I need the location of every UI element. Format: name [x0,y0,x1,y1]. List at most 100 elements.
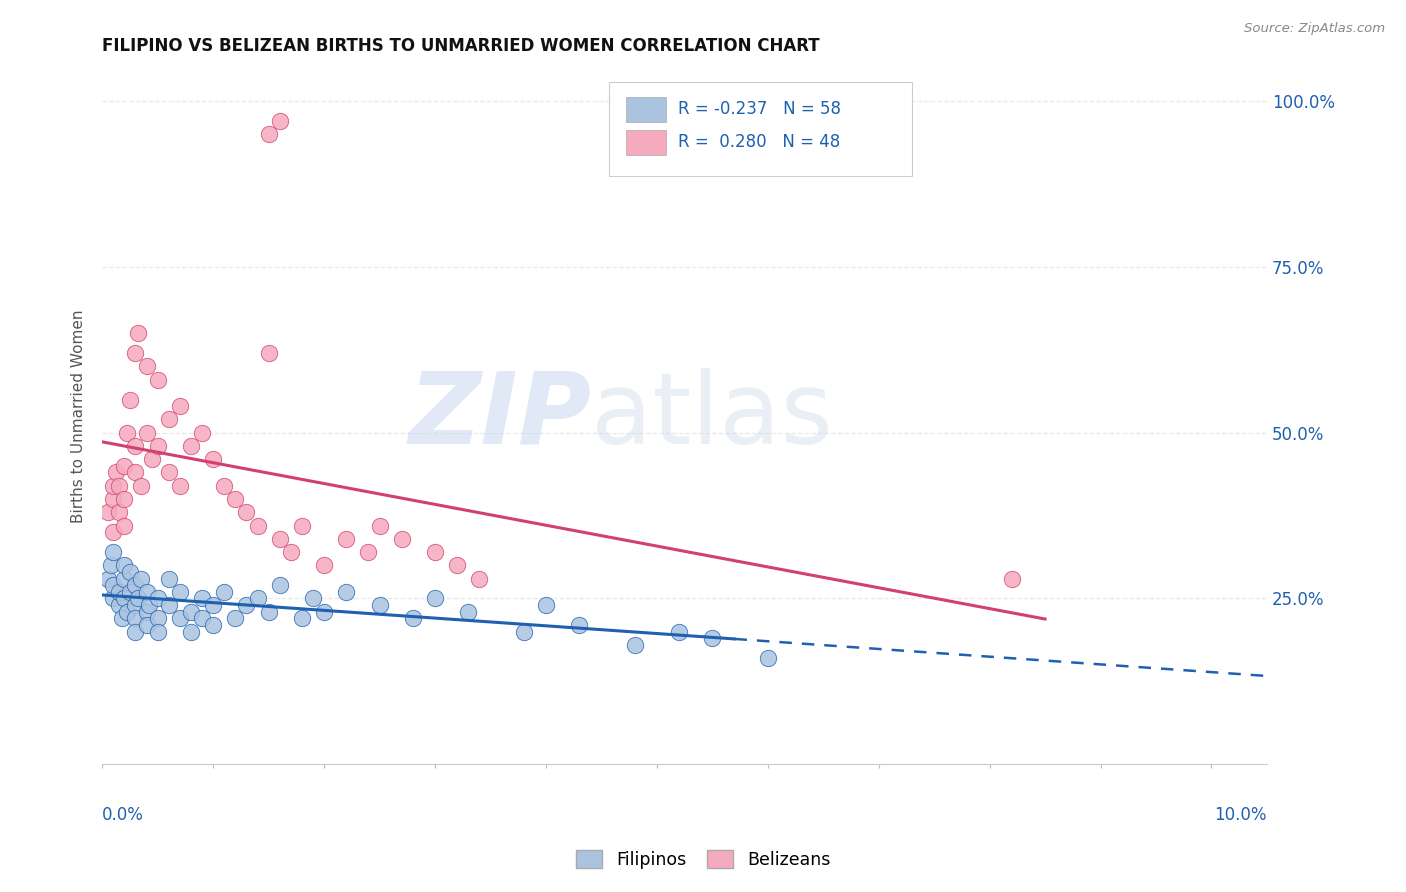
Text: 10.0%: 10.0% [1215,806,1267,824]
Point [103,591,125,606]
Point [124,439,146,453]
Point [568,618,591,632]
Text: R =  0.280   N = 48: R = 0.280 N = 48 [678,134,839,152]
Point [112,572,135,586]
Point [257,346,280,360]
Text: atlas: atlas [592,368,832,465]
Point [180,624,202,639]
Point [235,598,257,612]
Point [257,605,280,619]
Point [468,572,491,586]
Point [138,598,160,612]
Point [291,518,314,533]
Point [169,585,191,599]
Point [103,525,125,540]
FancyBboxPatch shape [626,130,666,155]
Point [335,532,357,546]
Y-axis label: Births to Unmarried Women: Births to Unmarried Women [72,310,86,523]
Point [108,479,131,493]
Point [112,591,135,606]
Point [312,605,335,619]
Point [312,558,335,573]
Point [124,346,146,360]
Point [202,452,225,467]
Point [423,545,446,559]
Point [391,532,413,546]
Point [157,412,180,426]
Point [135,359,157,374]
Point [103,578,125,592]
Point [269,578,291,592]
Point [246,518,269,533]
Point [146,373,169,387]
Point [124,611,146,625]
Point [129,572,152,586]
Point [124,466,146,480]
Point [124,598,146,612]
Text: FILIPINO VS BELIZEAN BIRTHS TO UNMARRIED WOMEN CORRELATION CHART: FILIPINO VS BELIZEAN BIRTHS TO UNMARRIED… [103,37,820,55]
Point [129,479,152,493]
Point [202,618,225,632]
Point [104,466,127,480]
Point [141,452,163,467]
Point [446,558,468,573]
Point [280,545,302,559]
Point [335,585,357,599]
Point [180,439,202,453]
Point [291,611,314,625]
Point [169,479,191,493]
Point [224,491,246,506]
Point [202,598,225,612]
Point [623,638,645,652]
Point [191,591,214,606]
Point [368,518,391,533]
Point [103,545,125,559]
Text: 0.0%: 0.0% [103,806,143,824]
Point [191,425,214,440]
Point [97,505,120,519]
Point [1001,572,1024,586]
Point [146,591,169,606]
Text: R = -0.237   N = 58: R = -0.237 N = 58 [678,100,841,118]
Point [111,611,134,625]
Legend: Filipinos, Belizeans: Filipinos, Belizeans [569,844,837,876]
Point [135,605,157,619]
Point [112,518,135,533]
Point [169,399,191,413]
FancyBboxPatch shape [609,82,911,176]
Point [118,585,141,599]
Point [146,439,169,453]
Point [269,532,291,546]
Point [257,128,280,142]
Point [402,611,425,625]
Point [212,479,235,493]
Point [235,505,257,519]
Point [423,591,446,606]
Point [157,572,180,586]
Point [135,425,157,440]
Point [112,458,135,473]
Point [124,578,146,592]
Point [302,591,325,606]
Point [212,585,235,599]
Point [100,558,122,573]
Point [135,585,157,599]
Point [115,425,138,440]
Point [457,605,479,619]
Point [157,598,180,612]
Point [512,624,534,639]
Point [103,491,125,506]
Text: ZIP: ZIP [408,368,592,465]
FancyBboxPatch shape [626,96,666,121]
Point [146,624,169,639]
Point [135,618,157,632]
Point [668,624,690,639]
Point [169,611,191,625]
Point [97,572,120,586]
Point [246,591,269,606]
Point [224,611,246,625]
Point [534,598,557,612]
Point [108,505,131,519]
Point [103,479,125,493]
Point [127,326,149,341]
